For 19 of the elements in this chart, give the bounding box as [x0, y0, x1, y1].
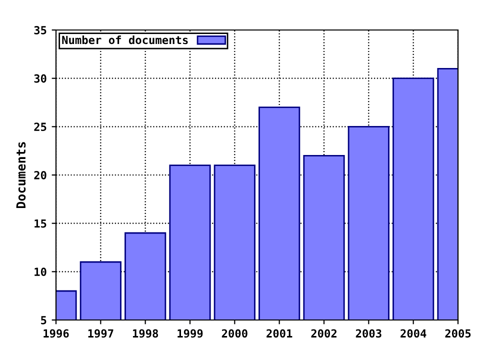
x-tick-label: 1999 — [178, 329, 203, 338]
y-tick-label: 20 — [34, 170, 46, 180]
legend-label: Number of documents — [62, 36, 188, 44]
x-tick-label: 2003 — [356, 329, 382, 338]
x-tick-label: 1997 — [88, 329, 114, 338]
y-tick-label: 15 — [34, 219, 46, 228]
y-tick-label: 30 — [34, 74, 46, 83]
x-tick-label: 1996 — [44, 329, 69, 338]
x-tick-label: 2005 — [445, 329, 471, 338]
x-tick-label: 1998 — [132, 329, 158, 338]
y-tick-label: 10 — [34, 268, 46, 276]
x-tick-label: 2004 — [400, 329, 426, 338]
x-tick-label: 2001 — [266, 329, 292, 338]
x-tick-label: 2000 — [222, 329, 248, 338]
y-tick-label: 5 — [41, 316, 46, 324]
y-axis-title: Documents — [16, 142, 26, 208]
y-tick-label: 25 — [34, 122, 46, 132]
x-tick-label: 2002 — [311, 329, 336, 338]
y-tick-label: 35 — [34, 26, 46, 34]
